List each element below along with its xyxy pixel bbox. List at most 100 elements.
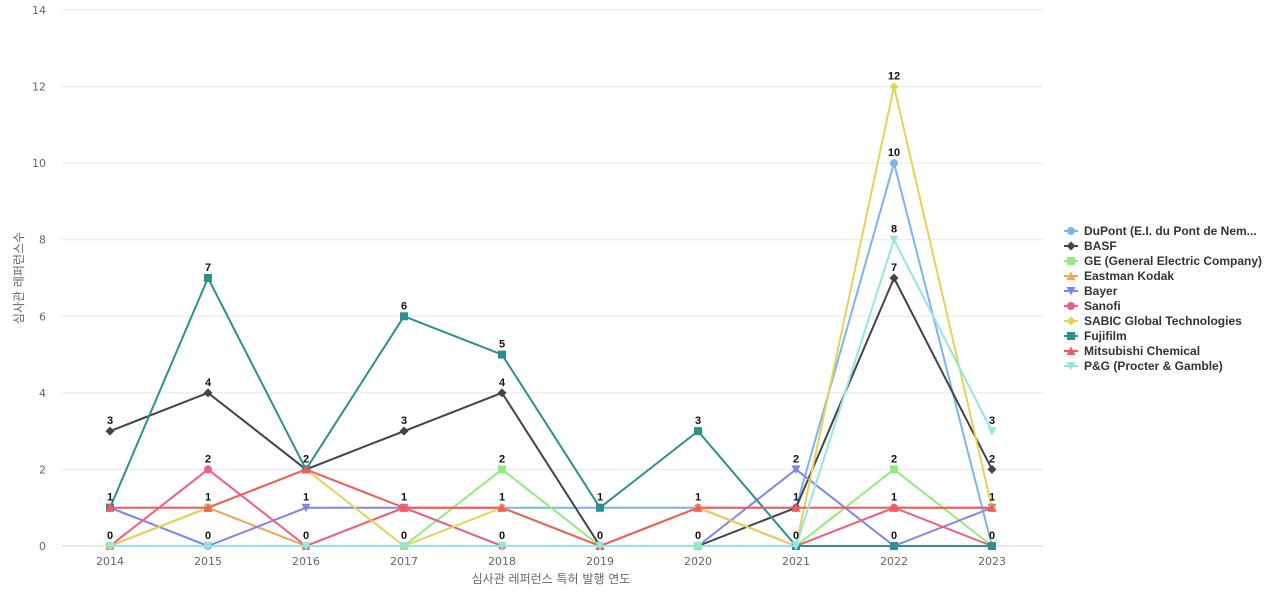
data-label: 0 bbox=[597, 530, 603, 542]
series-p-g-procter-gamble bbox=[105, 235, 997, 551]
data-label: 3 bbox=[401, 415, 407, 427]
data-point bbox=[694, 427, 702, 436]
data-labels: 0130124701201360124501013012012781012012… bbox=[107, 71, 995, 542]
legend-marker bbox=[1066, 241, 1076, 251]
data-label: 6 bbox=[401, 300, 407, 312]
legend-label: Bayer bbox=[1084, 284, 1118, 298]
data-label: 0 bbox=[989, 530, 995, 542]
data-point bbox=[889, 235, 899, 245]
y-tick-label: 12 bbox=[32, 81, 46, 94]
data-label: 1 bbox=[205, 492, 211, 504]
series-line bbox=[109, 277, 992, 547]
data-point bbox=[498, 350, 506, 359]
data-label: 1 bbox=[793, 492, 799, 504]
data-label: 0 bbox=[107, 530, 113, 542]
legend-item-dupont-e-i-du-pont-de-nem[interactable]: DuPont (E.I. du Pont de Nem... bbox=[1064, 224, 1257, 238]
data-label: 2 bbox=[499, 453, 505, 465]
legend-item-sabic-global-technologies[interactable]: SABIC Global Technologies bbox=[1064, 314, 1242, 328]
data-point bbox=[105, 503, 115, 512]
data-label: 2 bbox=[891, 453, 897, 465]
y-tick-label: 6 bbox=[39, 310, 46, 323]
legend-item-p-g-procter-gamble[interactable]: P&G (Procter & Gamble) bbox=[1064, 359, 1223, 373]
x-tick-label: 2022 bbox=[880, 555, 908, 568]
legend-label: Sanofi bbox=[1084, 299, 1121, 313]
data-label: 4 bbox=[499, 377, 506, 389]
data-point bbox=[497, 388, 507, 398]
x-tick-label: 2020 bbox=[684, 555, 712, 568]
legend-marker bbox=[1066, 316, 1076, 326]
legend-label: SABIC Global Technologies bbox=[1084, 314, 1242, 328]
data-point bbox=[890, 542, 898, 550]
x-tick-label: 2017 bbox=[390, 555, 418, 568]
series-lines bbox=[105, 82, 997, 551]
data-label: 1 bbox=[401, 492, 407, 504]
series-line bbox=[109, 162, 993, 547]
data-label: 1 bbox=[989, 492, 995, 504]
data-label: 0 bbox=[793, 530, 799, 542]
legend-marker bbox=[1067, 227, 1075, 235]
legend-label: P&G (Procter & Gamble) bbox=[1084, 359, 1223, 373]
legend-item-ge-general-electric-company[interactable]: GE (General Electric Company) bbox=[1064, 254, 1262, 268]
data-point bbox=[791, 542, 801, 551]
data-point bbox=[399, 426, 409, 436]
data-label: 0 bbox=[499, 530, 505, 542]
legend-item-basf[interactable]: BASF bbox=[1064, 239, 1117, 253]
data-label: 7 bbox=[205, 262, 211, 274]
legend-marker bbox=[1066, 362, 1076, 371]
data-label: 8 bbox=[891, 224, 897, 236]
x-tick-label: 2019 bbox=[586, 555, 614, 568]
legend-item-sanofi[interactable]: Sanofi bbox=[1064, 299, 1121, 313]
data-point bbox=[497, 542, 507, 551]
data-point bbox=[596, 503, 604, 512]
data-point bbox=[791, 503, 801, 512]
legend-marker bbox=[1066, 287, 1076, 296]
data-point bbox=[400, 312, 408, 321]
data-label: 0 bbox=[205, 530, 211, 542]
series-line bbox=[110, 238, 993, 547]
x-tick-label: 2021 bbox=[782, 555, 810, 568]
y-tick-label: 10 bbox=[32, 157, 46, 170]
data-point bbox=[693, 542, 703, 551]
data-label: 2 bbox=[303, 453, 309, 465]
x-tick-label: 2023 bbox=[978, 555, 1006, 568]
data-label: 1 bbox=[107, 492, 113, 504]
x-tick-label: 2015 bbox=[194, 555, 222, 568]
legend-marker bbox=[1067, 257, 1075, 265]
data-label: 1 bbox=[891, 492, 897, 504]
legend-item-eastman-kodak[interactable]: Eastman Kodak bbox=[1064, 269, 1174, 283]
legend-item-mitsubishi-chemical[interactable]: Mitsubishi Chemical bbox=[1064, 344, 1200, 358]
data-label: 1 bbox=[695, 492, 701, 504]
legend-label: GE (General Electric Company) bbox=[1084, 254, 1262, 268]
legend-label: Eastman Kodak bbox=[1084, 269, 1174, 283]
data-point bbox=[203, 388, 213, 398]
y-axis-title: 심사관 레퍼런스수 bbox=[12, 232, 26, 324]
legend-marker bbox=[1067, 332, 1075, 340]
data-label: 1 bbox=[303, 492, 309, 504]
legend-label: Fujifilm bbox=[1084, 329, 1127, 343]
series-mitsubishi-chemical bbox=[105, 464, 997, 550]
data-point bbox=[301, 503, 311, 513]
y-tick-label: 2 bbox=[39, 463, 46, 476]
legend-label: BASF bbox=[1084, 239, 1117, 253]
series-dupont-e-i-du-pont-de-nem bbox=[106, 159, 996, 550]
data-point bbox=[693, 503, 703, 512]
data-label: 10 bbox=[888, 147, 900, 159]
x-tick-label: 2016 bbox=[292, 555, 320, 568]
legend-item-bayer[interactable]: Bayer bbox=[1064, 284, 1118, 298]
data-label: 0 bbox=[401, 530, 407, 542]
x-axis-title: 심사관 레퍼런스 특허 발행 연도 bbox=[472, 571, 631, 586]
data-point bbox=[204, 465, 212, 474]
data-label: 5 bbox=[499, 339, 505, 351]
x-tick-label: 2014 bbox=[96, 555, 124, 568]
data-point bbox=[890, 159, 898, 168]
legend-item-fujifilm[interactable]: Fujifilm bbox=[1064, 329, 1127, 343]
y-tick-label: 14 bbox=[32, 4, 46, 17]
data-point bbox=[105, 542, 115, 551]
data-label: 0 bbox=[695, 530, 701, 542]
data-point bbox=[497, 503, 507, 512]
legend-marker bbox=[1066, 346, 1076, 355]
data-point bbox=[301, 542, 311, 551]
